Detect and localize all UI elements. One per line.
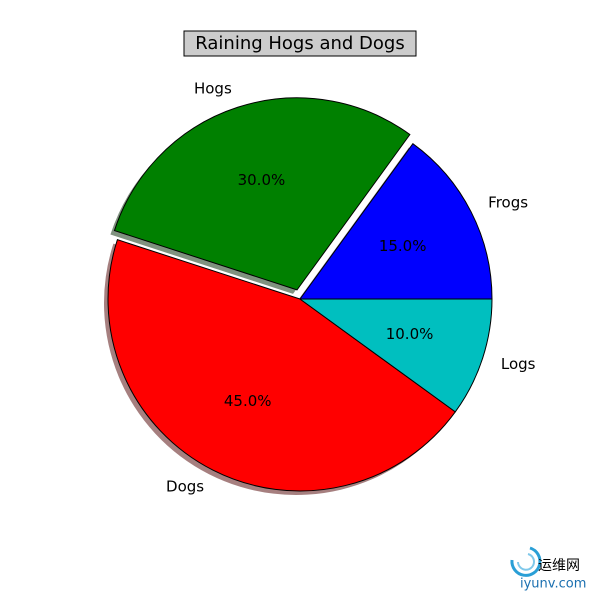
watermark: 运维网 iyunv.com (510, 546, 586, 592)
chart-title: Raining Hogs and Dogs (195, 33, 404, 54)
watermark-logo (517, 553, 535, 571)
slice (107, 239, 457, 492)
slice-label: Dogs (166, 478, 204, 496)
value-label: 45.0% (224, 392, 272, 410)
slice (299, 142, 493, 300)
value-label: 30.0% (238, 171, 286, 189)
slice (113, 97, 411, 291)
watermark-text: 运维网 (538, 558, 580, 574)
watermark-text: iyunv.com (520, 577, 586, 592)
slice-label: Hogs (194, 80, 232, 98)
slice (298, 298, 493, 413)
slice-label: Frogs (488, 194, 528, 212)
slices (107, 97, 493, 492)
value-label: 10.0% (386, 325, 434, 343)
title-box (183, 30, 417, 57)
slice-label: Logs (501, 355, 536, 373)
value-label: 15.0% (379, 237, 427, 255)
labels: Frogs 15.0% Hogs 30.0% Dogs 45.0% Logs 10.0% (166, 80, 536, 496)
watermark-logo (510, 546, 542, 577)
